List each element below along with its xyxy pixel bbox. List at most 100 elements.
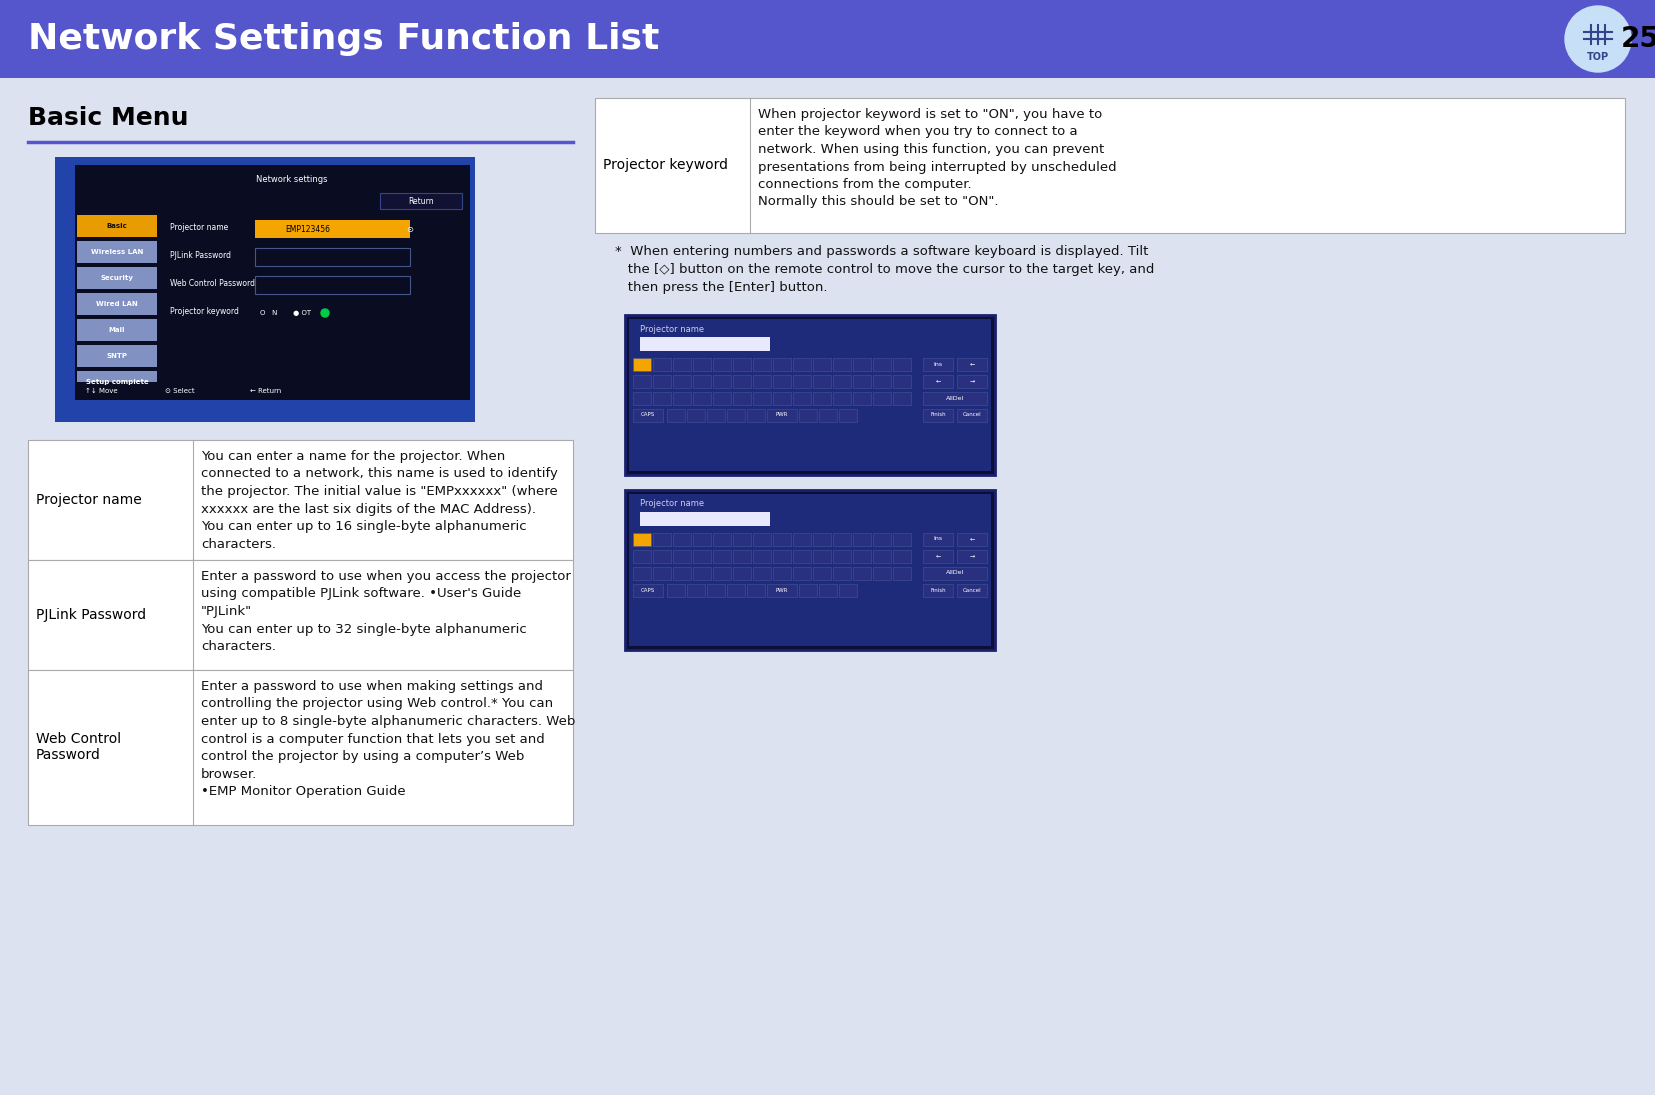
Text: Mail: Mail	[109, 327, 126, 333]
Bar	[852, 550, 871, 563]
Bar	[652, 358, 670, 371]
Text: *  When entering numbers and passwords a software keyboard is displayed. Tilt
  : * When entering numbers and passwords a …	[614, 245, 1154, 293]
Bar	[753, 567, 771, 580]
Text: →: →	[968, 553, 975, 558]
Bar	[832, 374, 851, 388]
Bar	[957, 584, 986, 597]
Bar	[687, 584, 705, 597]
Bar	[773, 374, 791, 388]
Bar	[813, 533, 831, 546]
Bar	[76, 293, 157, 315]
Bar	[652, 374, 670, 388]
Bar	[632, 410, 662, 422]
Text: ⊙ Select: ⊙ Select	[166, 388, 195, 394]
Text: Enter a password to use when making settings and
controlling the projector using: Enter a password to use when making sett…	[200, 680, 574, 798]
Bar	[713, 358, 730, 371]
Bar	[76, 319, 157, 341]
Bar	[733, 374, 751, 388]
Bar	[773, 550, 791, 563]
Text: Projector name: Projector name	[170, 223, 228, 232]
Text: Finish: Finish	[930, 413, 945, 417]
Bar	[255, 276, 410, 293]
Bar	[594, 97, 1624, 233]
Bar	[28, 670, 573, 825]
Bar	[832, 358, 851, 371]
Text: Projector keyword: Projector keyword	[602, 158, 728, 172]
Text: PJLink Password: PJLink Password	[170, 252, 230, 261]
Text: Cancel: Cancel	[962, 588, 981, 592]
Text: ←: ←	[968, 537, 975, 542]
Bar	[76, 371, 157, 393]
Bar	[76, 267, 157, 289]
Bar	[727, 410, 745, 422]
Bar	[713, 550, 730, 563]
Bar	[872, 374, 890, 388]
Text: Projector keyword: Projector keyword	[170, 308, 238, 316]
Bar	[872, 358, 890, 371]
Text: EMP123456: EMP123456	[285, 224, 329, 233]
Bar	[632, 358, 650, 371]
Text: You can enter a name for the projector. When
connected to a network, this name i: You can enter a name for the projector. …	[200, 450, 558, 551]
Bar	[672, 374, 690, 388]
Bar	[733, 358, 751, 371]
Bar	[773, 533, 791, 546]
Bar	[667, 584, 685, 597]
Bar	[733, 392, 751, 405]
Bar	[773, 358, 791, 371]
Bar	[692, 358, 710, 371]
Bar	[852, 392, 871, 405]
Circle shape	[321, 309, 329, 316]
Bar	[652, 392, 670, 405]
Bar	[692, 374, 710, 388]
Bar	[852, 358, 871, 371]
Bar	[713, 533, 730, 546]
Text: PWR: PWR	[775, 413, 788, 417]
Bar	[632, 374, 650, 388]
Bar	[753, 358, 771, 371]
Text: 25: 25	[1620, 25, 1655, 53]
Bar	[692, 567, 710, 580]
Text: SNTP: SNTP	[106, 353, 127, 359]
Bar	[852, 567, 871, 580]
Bar	[957, 374, 986, 388]
Bar	[76, 215, 157, 237]
Bar	[28, 560, 573, 670]
Text: Wired LAN: Wired LAN	[96, 301, 137, 307]
Text: ←: ←	[968, 361, 975, 367]
Bar	[832, 392, 851, 405]
Bar	[892, 374, 910, 388]
Text: ← Return: ← Return	[250, 388, 281, 394]
Bar	[652, 567, 670, 580]
Text: Enter a password to use when you access the projector
using compatible PJLink so: Enter a password to use when you access …	[200, 570, 571, 653]
Bar	[379, 193, 462, 209]
Bar	[672, 358, 690, 371]
Bar	[692, 533, 710, 546]
Bar	[922, 374, 952, 388]
Text: PJLink Password: PJLink Password	[36, 608, 146, 622]
Bar	[672, 567, 690, 580]
Bar	[839, 584, 857, 597]
Bar	[819, 584, 836, 597]
Text: Web Control Password: Web Control Password	[170, 279, 255, 288]
Circle shape	[1564, 5, 1630, 72]
Bar	[652, 550, 670, 563]
Bar	[639, 337, 770, 351]
Bar	[832, 533, 851, 546]
Bar	[922, 550, 952, 563]
Bar	[922, 567, 986, 580]
Bar	[813, 550, 831, 563]
Bar	[753, 550, 771, 563]
Bar	[746, 410, 765, 422]
Bar	[713, 374, 730, 388]
Bar	[793, 550, 811, 563]
Bar	[813, 374, 831, 388]
Bar	[753, 392, 771, 405]
Bar	[872, 392, 890, 405]
Bar	[76, 345, 157, 367]
Bar	[753, 374, 771, 388]
Bar	[957, 533, 986, 546]
Bar	[74, 165, 470, 400]
Text: Projector name: Projector name	[639, 324, 703, 334]
Bar	[922, 410, 952, 422]
Bar	[624, 489, 995, 650]
